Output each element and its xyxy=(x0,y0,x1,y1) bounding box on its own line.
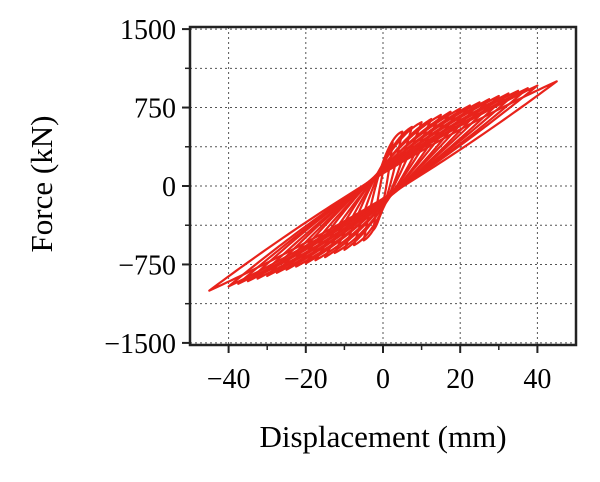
x-tick-label: 20 xyxy=(446,364,474,395)
hysteresis-loop xyxy=(256,92,510,280)
hysteresis-loop xyxy=(333,117,433,255)
y-tick-label: −750 xyxy=(118,250,176,281)
x-tick-label: 40 xyxy=(523,364,551,395)
x-tick-label: 0 xyxy=(376,364,390,395)
y-tick-label: 750 xyxy=(134,94,176,125)
hysteresis-loop xyxy=(295,104,471,268)
hysteresis-loop xyxy=(352,125,414,247)
tick-layer: −40 −20 0 20 40 1500 750 0 −750 −1500 xyxy=(104,15,551,395)
y-tick-label: −1500 xyxy=(104,329,176,360)
series-layer xyxy=(208,80,558,292)
y-tick-label: 0 xyxy=(162,172,176,203)
hysteresis-loop xyxy=(237,87,529,285)
hysteresis-loop xyxy=(314,110,452,262)
hysteresis-loop xyxy=(227,84,539,288)
x-tick-label: −40 xyxy=(207,364,251,395)
y-axis-label: Force (kN) xyxy=(24,116,59,253)
x-tick-label: −20 xyxy=(284,364,328,395)
hysteresis-loop xyxy=(275,98,491,274)
y-tick-label: 1500 xyxy=(120,15,176,46)
grid-layer xyxy=(190,27,576,345)
hysteresis-loop xyxy=(362,130,404,242)
x-axis-label: Displacement (mm) xyxy=(259,419,506,454)
hysteresis-loop xyxy=(208,80,558,292)
